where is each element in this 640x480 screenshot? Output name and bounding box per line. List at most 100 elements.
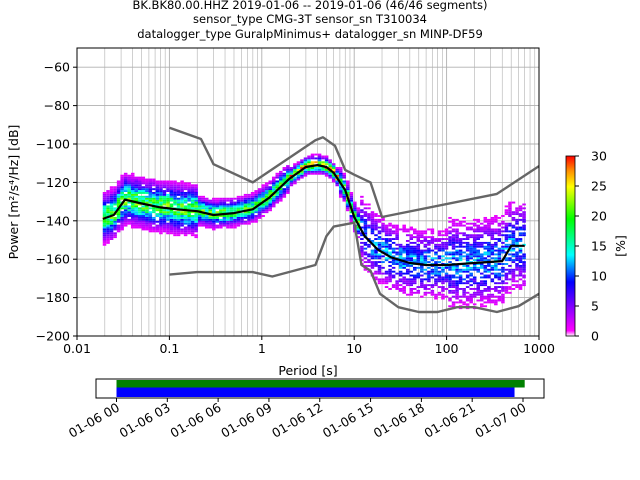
- psd-cell: [162, 224, 167, 227]
- curves: [102, 126, 539, 314]
- psd-cell: [145, 201, 149, 204]
- psd-cell: [405, 278, 410, 281]
- psd-cell: [183, 184, 188, 187]
- psd-cell: [300, 176, 304, 179]
- psd-cell: [363, 251, 368, 254]
- psd-cell: [268, 205, 272, 208]
- psd-cell: [215, 203, 220, 206]
- psd-cell: [430, 272, 435, 275]
- psd-cell: [501, 299, 505, 302]
- psd-cell: [264, 192, 269, 194]
- psd-cell: [374, 276, 378, 279]
- psd-cell: [109, 234, 114, 237]
- psd-cell: [201, 215, 205, 217]
- psd-cell: [176, 199, 181, 202]
- psd-cell: [279, 197, 283, 200]
- psd-cell: [155, 213, 160, 216]
- psd-cell: [434, 272, 438, 275]
- psd-cell: [250, 201, 255, 204]
- psd-cell: [102, 203, 107, 206]
- psd-cell: [109, 222, 114, 225]
- psd-cell: [257, 188, 262, 191]
- psd-cell: [331, 174, 336, 177]
- psd-cell: [190, 216, 195, 219]
- psd-cell: [335, 180, 339, 183]
- psd-cell: [487, 286, 491, 288]
- psd-cell: [413, 268, 417, 271]
- psd-cell: [282, 178, 287, 181]
- psd-cell: [490, 220, 495, 223]
- psd-cell: [381, 278, 385, 281]
- psd-cell: [448, 257, 452, 260]
- psd-cell: [458, 253, 463, 256]
- psd-cell: [324, 170, 329, 173]
- psd-cell: [395, 228, 399, 231]
- psd-cell: [455, 240, 459, 242]
- psd-cell: [183, 182, 188, 185]
- psd-cell: [229, 211, 234, 214]
- psd-cell: [384, 247, 389, 250]
- psd-cell: [377, 282, 382, 285]
- psd-cell: [395, 232, 399, 235]
- psd-cell: [377, 243, 382, 246]
- psd-cell: [152, 180, 156, 183]
- psd-cell: [469, 297, 473, 300]
- psd-cell: [483, 266, 488, 269]
- psd-cell: [159, 186, 163, 189]
- psd-cell: [328, 176, 332, 179]
- psd-cell: [190, 188, 195, 191]
- psd-cell: [169, 190, 174, 192]
- psd-cell: [134, 188, 139, 191]
- psd-cell: [176, 216, 181, 219]
- psd-cell: [271, 195, 276, 198]
- psd-cell: [504, 226, 509, 229]
- psd-cell: [483, 301, 488, 304]
- psd-cell: [106, 207, 110, 210]
- psd-cell: [123, 220, 128, 223]
- psd-cell: [370, 222, 375, 225]
- psd-cell: [212, 218, 216, 221]
- psd-cell: [141, 197, 146, 200]
- psd-cell: [374, 255, 378, 258]
- psd-cell: [116, 188, 121, 191]
- psd-cell: [138, 209, 142, 212]
- psd-cell: [152, 228, 156, 231]
- psd-cell: [494, 274, 498, 277]
- psd-cell: [335, 174, 339, 177]
- psd-cell: [416, 289, 421, 292]
- psd-cell: [391, 284, 396, 287]
- psd-cell: [145, 192, 149, 194]
- psd-cell: [497, 278, 502, 281]
- psd-cell: [434, 295, 438, 298]
- psd-cell: [264, 211, 269, 214]
- psd-cell: [476, 241, 480, 244]
- psd-cell: [324, 172, 329, 175]
- psd-cell: [141, 218, 146, 221]
- psd-cell: [275, 193, 280, 196]
- psd-cell: [180, 211, 184, 214]
- psd-cell: [346, 182, 350, 185]
- psd-cell: [384, 282, 389, 285]
- psd-cell: [208, 218, 213, 221]
- psd-cell: [360, 226, 364, 229]
- psd-cell: [141, 180, 146, 183]
- psd-cell: [138, 216, 142, 219]
- psd-cell: [293, 168, 297, 171]
- psd-cell: [268, 199, 272, 202]
- psd-cell: [212, 207, 216, 210]
- psd-cell: [398, 261, 403, 264]
- psd-cell: [374, 253, 378, 256]
- y-tick-label: −100: [36, 137, 70, 152]
- psd-cell: [381, 228, 385, 231]
- psd-cell: [342, 172, 347, 175]
- psd-cell: [427, 249, 431, 252]
- psd-cell: [127, 213, 131, 216]
- psd-cell: [247, 220, 251, 223]
- psd-cell: [109, 195, 114, 198]
- psd-cell: [465, 222, 470, 225]
- psd-cell: [155, 192, 160, 194]
- psd-cell: [271, 201, 276, 204]
- psd-cell: [109, 216, 114, 219]
- psd-cell: [155, 180, 160, 183]
- psd-cell: [279, 182, 283, 185]
